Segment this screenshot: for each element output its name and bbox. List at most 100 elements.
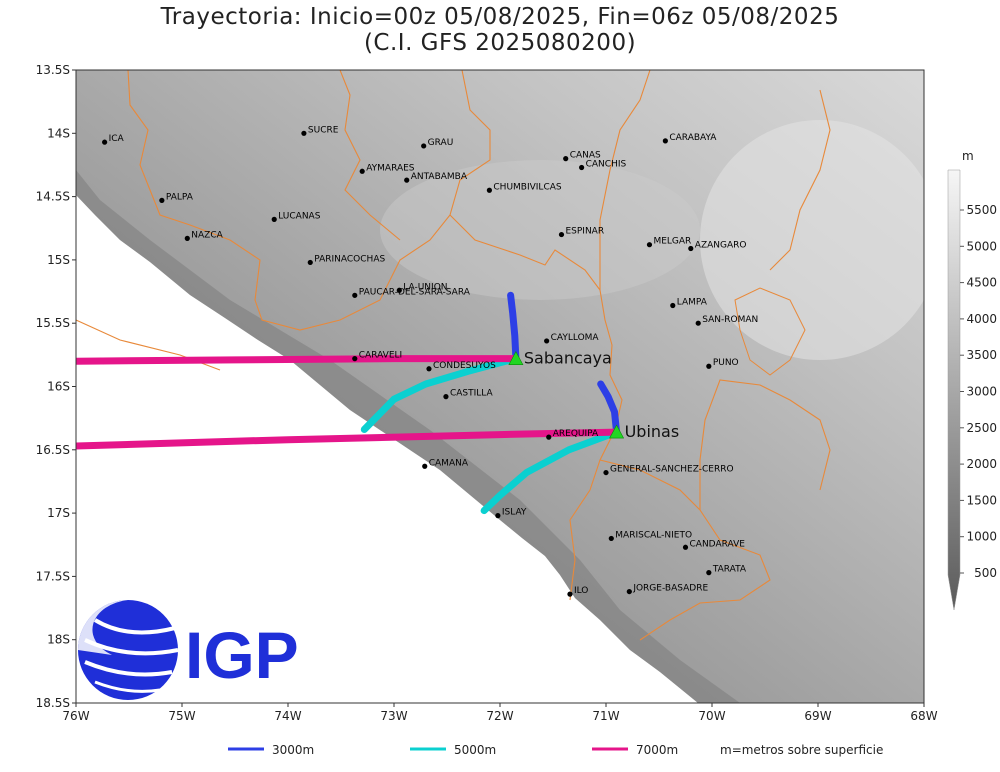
place-dot	[404, 177, 410, 183]
andes-highland	[380, 160, 700, 300]
lat-tick-label: 16.5S	[36, 443, 70, 457]
legend-note: m=metros sobre superficie	[720, 743, 883, 757]
place-label: CANAS	[570, 151, 601, 161]
place-dot	[695, 320, 701, 326]
place-dot	[563, 156, 569, 162]
place-label: GRAU	[428, 138, 454, 148]
colorbar-label: 2500	[966, 421, 997, 435]
lon-tick-label: 73W	[380, 709, 407, 723]
place-label: ILO	[574, 586, 588, 596]
place-label: PUNO	[713, 358, 739, 368]
colorbar-bar	[947, 169, 961, 611]
lon-tick-label: 69W	[804, 709, 831, 723]
lon-tick-label: 68W	[910, 709, 937, 723]
legend-label: 7000m	[636, 743, 678, 757]
place-label: CAMANA	[429, 458, 469, 468]
place-label: ANTABAMBA	[411, 172, 468, 182]
colorbar-label: 5000	[966, 239, 997, 253]
place-label: ESPINAR	[565, 227, 604, 237]
place-label: LUCANAS	[278, 211, 320, 221]
place-dot	[662, 138, 668, 144]
place-label: GENERAL-SANCHEZ-CERRO	[610, 465, 734, 475]
place-label: CANDARAVE	[690, 539, 746, 549]
place-dot	[626, 588, 632, 595]
colorbar-label: 4000	[966, 312, 997, 326]
lat-tick-label: 18S	[47, 633, 70, 647]
lat-tick-label: 18.5S	[36, 696, 70, 710]
place-label: TARATA	[712, 565, 747, 575]
place-label: ICA	[109, 134, 125, 144]
legend-label: 3000m	[272, 743, 314, 757]
terrain-layer	[76, 70, 924, 703]
place-label: PAUCAR-DEL-SARA-SARA	[359, 287, 471, 297]
place-dot	[359, 168, 365, 174]
trajectory-sabancaya-3000m	[507, 291, 520, 363]
trajectory-ubinas-5000m	[480, 428, 621, 515]
trajectory-ubinas-7000m	[76, 428, 621, 450]
trajectory-layer	[76, 291, 621, 515]
place-label: AYMARAES	[366, 163, 415, 173]
volcano-markers: Sabancaya Ubinas	[508, 349, 680, 441]
place-label: ISLAY	[502, 508, 527, 518]
place-label: LAMPA	[677, 297, 708, 307]
place-dot	[184, 235, 190, 241]
trajectory-sabancaya-7000m	[76, 355, 520, 365]
place-dot	[706, 363, 712, 369]
place-label: MELGAR	[653, 237, 691, 247]
lon-tick-label: 71W	[592, 709, 619, 723]
axis-ticks: 76W 75W 74W 73W 72W 71W 70W 69W 68W 13.5S 14S 14.5S…	[36, 63, 938, 723]
place-dot	[422, 463, 428, 469]
place-dot	[271, 216, 277, 222]
place-dot	[670, 302, 676, 309]
lon-tick-label: 74W	[274, 709, 301, 723]
place-label: PALPA	[166, 192, 194, 202]
volcano-label: Ubinas	[625, 422, 680, 441]
place-dot	[558, 231, 565, 238]
igp-logo-text: IGP	[185, 618, 299, 692]
place-label: SAN-ROMAN	[702, 315, 758, 325]
place-label: JORGE-BASADRE	[632, 584, 708, 594]
place-label: CANCHIS	[586, 159, 627, 169]
place-dot	[426, 366, 432, 372]
place-dot	[608, 535, 614, 542]
lon-tick-label: 75W	[168, 709, 195, 723]
colorbar-label: 5500	[966, 203, 997, 217]
place-label: CASTILLA	[450, 389, 494, 399]
place-dot	[352, 292, 358, 298]
place-label: CAYLLOMA	[551, 333, 600, 343]
place-label: AZANGARO	[695, 241, 747, 251]
place-dot	[706, 570, 712, 576]
trajectory-ubinas-3000m	[597, 380, 621, 436]
lat-tick-label: 17S	[47, 506, 70, 520]
lon-tick-label: 72W	[486, 709, 513, 723]
volcano-label: Sabancaya	[524, 349, 612, 368]
colorbar-label: 2000	[966, 457, 997, 471]
volcano-icon	[508, 351, 524, 365]
place-dot	[579, 164, 585, 171]
place-dot	[682, 544, 689, 550]
colorbar-label: 500	[974, 566, 997, 580]
place-dot	[544, 338, 550, 344]
lat-tick-label: 14S	[47, 126, 70, 140]
altiplano-highland	[700, 120, 924, 360]
colorbar-label: 4500	[966, 276, 997, 290]
legend-label: 5000m	[454, 743, 496, 757]
trajectory-legend: 3000m 5000m 7000m m=metros sobre superficie	[228, 743, 883, 757]
place-dot	[159, 197, 165, 203]
volcano-icon	[609, 424, 625, 439]
place-label: CARAVELI	[359, 351, 402, 361]
lon-tick-label: 70W	[698, 709, 725, 723]
igp-logo: IGP	[78, 600, 299, 700]
trajectory-sabancaya-5000m	[360, 355, 520, 433]
lon-tick-label: 76W	[62, 709, 89, 723]
place-dot	[603, 469, 609, 476]
place-label: MARISCAL-NIETO	[615, 530, 692, 540]
place-dot	[688, 245, 694, 252]
place-dot	[301, 130, 307, 136]
lat-tick-label: 17.5S	[36, 569, 70, 583]
place-label: CHUMBIVILCAS	[493, 182, 561, 192]
place-label: CONDESUYOS	[433, 361, 496, 371]
place-dot	[546, 434, 552, 440]
